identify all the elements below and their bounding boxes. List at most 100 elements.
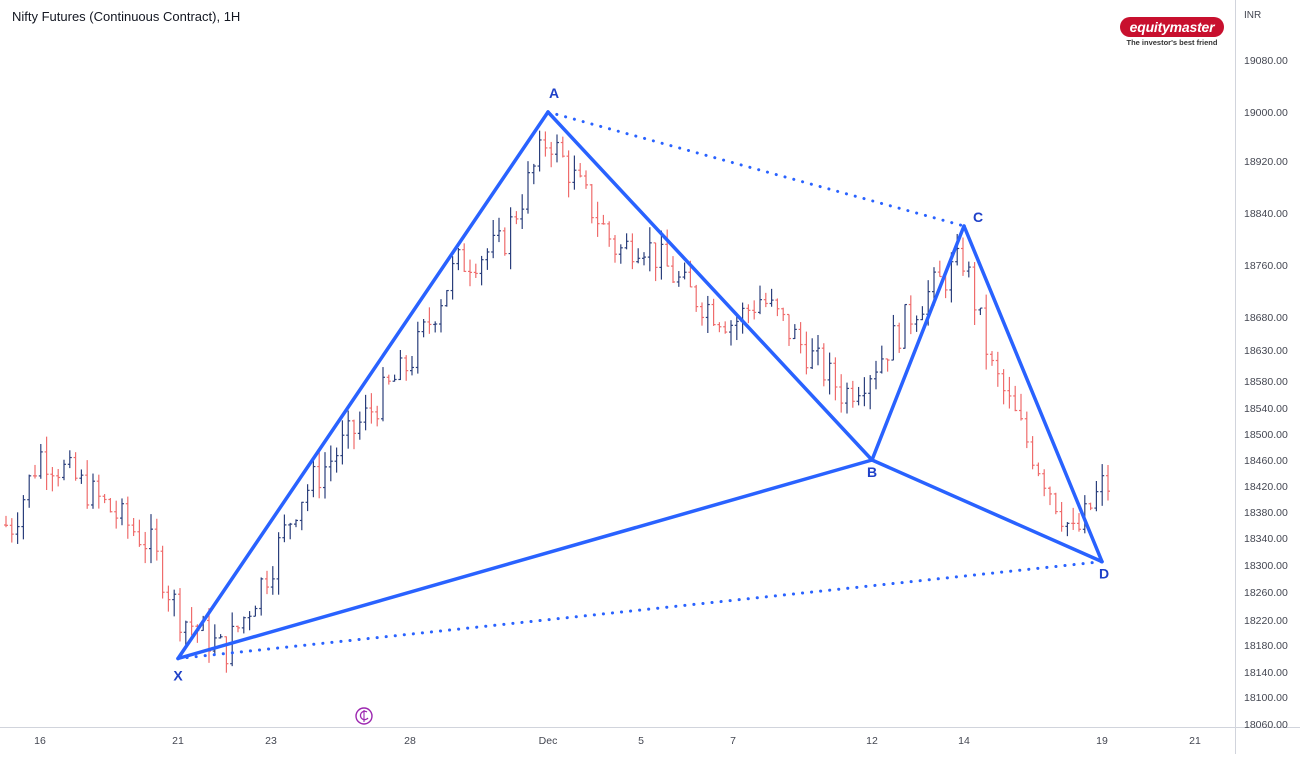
- x-tick-label: 7: [730, 735, 736, 747]
- x-tick-label: 21: [172, 735, 184, 747]
- ohlc-bar: [62, 459, 66, 481]
- ohlc-bar: [555, 134, 559, 163]
- ohlc-bar: [572, 155, 577, 190]
- ohlc-bar: [328, 445, 333, 482]
- ohlc-bar: [642, 252, 646, 266]
- equitymaster-logo: equitymaster The investor's best friend: [1120, 17, 1224, 49]
- ohlc-bar: [79, 469, 84, 484]
- y-tick-label: 19000.00: [1244, 107, 1288, 119]
- ohlc-bar: [183, 620, 188, 649]
- ohlc-bar: [694, 284, 699, 312]
- ohlc-bar: [137, 519, 142, 547]
- ohlc-bar: [247, 611, 252, 631]
- ohlc-bar: [311, 457, 316, 498]
- ohlc-bar: [868, 375, 873, 410]
- ohlc-bar: [178, 588, 182, 642]
- ohlc-bar: [601, 214, 606, 225]
- ohlc-bar: [1106, 464, 1110, 501]
- ohlc-bar: [891, 314, 896, 361]
- ohlc-bar: [972, 262, 977, 326]
- ohlc-bar: [607, 221, 612, 247]
- ohlc-bar: [804, 331, 809, 375]
- ohlc-bar: [810, 338, 815, 370]
- ohlc-bar: [497, 217, 501, 243]
- pattern-leg-BC: [870, 224, 966, 462]
- ohlc-bar: [270, 566, 275, 595]
- y-tick-label: 18920.00: [1244, 156, 1288, 168]
- ohlc-bar: [630, 233, 635, 270]
- ohlc-bar: [537, 130, 542, 172]
- y-tick-label: 18140.00: [1244, 667, 1288, 679]
- ohlc-bar: [1007, 376, 1012, 409]
- y-tick-label: 18630.00: [1244, 345, 1288, 357]
- ohlc-bar: [1036, 462, 1041, 477]
- ohlc-bar: [491, 219, 496, 259]
- ohlc-bar: [85, 460, 90, 509]
- y-tick-label: 18260.00: [1244, 587, 1288, 599]
- ohlc-bar: [282, 514, 287, 543]
- ohlc-bar: [862, 377, 867, 407]
- ohlc-bar: [758, 285, 762, 315]
- ohlc-bar: [230, 612, 235, 667]
- ohlc-bar: [775, 298, 780, 317]
- ohlc-bar: [450, 256, 455, 300]
- ohlc-bar: [514, 211, 519, 225]
- pattern-point-label: B: [867, 464, 877, 480]
- ohlc-bar: [160, 545, 165, 599]
- ohlc-bar: [346, 410, 351, 449]
- ohlc-bar: [352, 419, 356, 450]
- ohlc-bar: [908, 295, 913, 335]
- ohlc-bar: [584, 170, 588, 189]
- ohlc-bar: [259, 577, 264, 616]
- ohlc-bar: [897, 322, 902, 353]
- ohlc-bar: [363, 394, 368, 431]
- pattern-point-label: A: [549, 85, 559, 101]
- ohlc-bar: [769, 288, 774, 307]
- y-tick-label: 18460.00: [1244, 455, 1288, 467]
- ohlc-bar: [659, 230, 664, 280]
- ohlc-bar: [433, 321, 438, 333]
- y-tick-label: 18340.00: [1244, 533, 1288, 545]
- ohlc-bar: [850, 380, 855, 408]
- ohlc-bars: [4, 130, 1110, 673]
- pattern-point-label: C: [973, 209, 983, 225]
- ohlc-bar: [444, 289, 449, 307]
- ohlc-bar: [410, 355, 414, 376]
- ohlc-bar: [439, 299, 443, 333]
- ohlc-bar: [624, 233, 629, 250]
- ohlc-bar: [816, 335, 820, 366]
- pattern-leg-AB: [546, 110, 874, 462]
- ohlc-bar: [96, 474, 101, 509]
- logo-tagline: The investor's best friend: [1126, 38, 1218, 47]
- ohlc-bar: [381, 367, 385, 422]
- x-tick-label: Dec: [539, 735, 558, 747]
- dividend-icon[interactable]: [355, 707, 373, 725]
- pattern-leg-BD: [870, 458, 1104, 564]
- ohlc-bar: [833, 357, 838, 401]
- y-tick-label: 18760.00: [1244, 260, 1288, 272]
- ohlc-bar: [560, 136, 565, 158]
- ohlc-bar: [845, 382, 849, 414]
- pattern-leg-XB: [176, 458, 874, 661]
- ohlc-bar: [827, 352, 832, 395]
- ohlc-bar: [543, 131, 548, 157]
- ohlc-bar: [653, 242, 658, 282]
- ohlc-bar: [961, 237, 965, 276]
- ohlc-bar: [723, 321, 728, 334]
- ohlc-bar: [647, 227, 652, 272]
- y-tick-label: 18500.00: [1244, 429, 1288, 441]
- y-tick-label: 18540.00: [1244, 403, 1288, 415]
- ohlc-bar: [1030, 436, 1035, 470]
- chart-title: Nifty Futures (Continuous Contract), 1H: [12, 9, 241, 24]
- ohlc-bar: [978, 307, 983, 316]
- ohlc-bar: [665, 229, 670, 267]
- ohlc-bar: [299, 501, 304, 531]
- ohlc-bar: [415, 321, 420, 374]
- ohlc-bar: [700, 302, 704, 326]
- price-axis: 18060.00 18100.00 18140.00 18180.00 18220.00…: [1244, 55, 1288, 731]
- ohlc-bar: [1019, 393, 1023, 421]
- ohlc-bar: [578, 163, 583, 178]
- ohlc-bar: [914, 315, 919, 332]
